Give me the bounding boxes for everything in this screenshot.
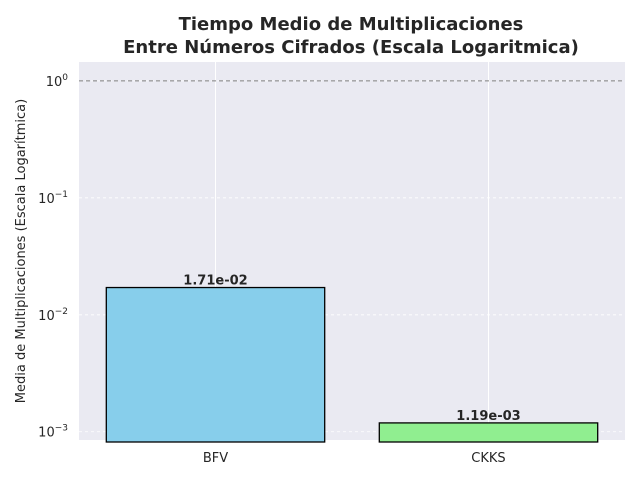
x-tick-label-bfv: BFV [203, 451, 228, 466]
data-labels: 1.71e-02 1.19e-03 [183, 274, 520, 424]
data-label-ckks: 1.19e-03 [456, 409, 520, 424]
y-ticks: 10−3 10−2 10−1 100 [38, 73, 68, 441]
y-axis-label: Media de Multiplicaciones (Escala Logarí… [14, 99, 29, 403]
y-tick-label: 10−1 [38, 190, 68, 207]
x-tick-label-ckks: CKKS [471, 451, 505, 466]
x-ticks: BFV CKKS [203, 451, 506, 466]
y-tick-label: 10−3 [38, 424, 68, 441]
data-label-bfv: 1.71e-02 [183, 274, 247, 289]
chart-title-line2: Entre Números Cifrados (Escala Logaritmi… [123, 37, 579, 58]
bar-bfv [105, 286, 326, 443]
bar-ckks [378, 422, 599, 443]
chart-title-line1: Tiempo Medio de Multiplicaciones [179, 14, 524, 35]
y-tick-label: 100 [46, 73, 69, 90]
bars [105, 286, 599, 443]
y-tick-label: 10−2 [38, 307, 68, 324]
